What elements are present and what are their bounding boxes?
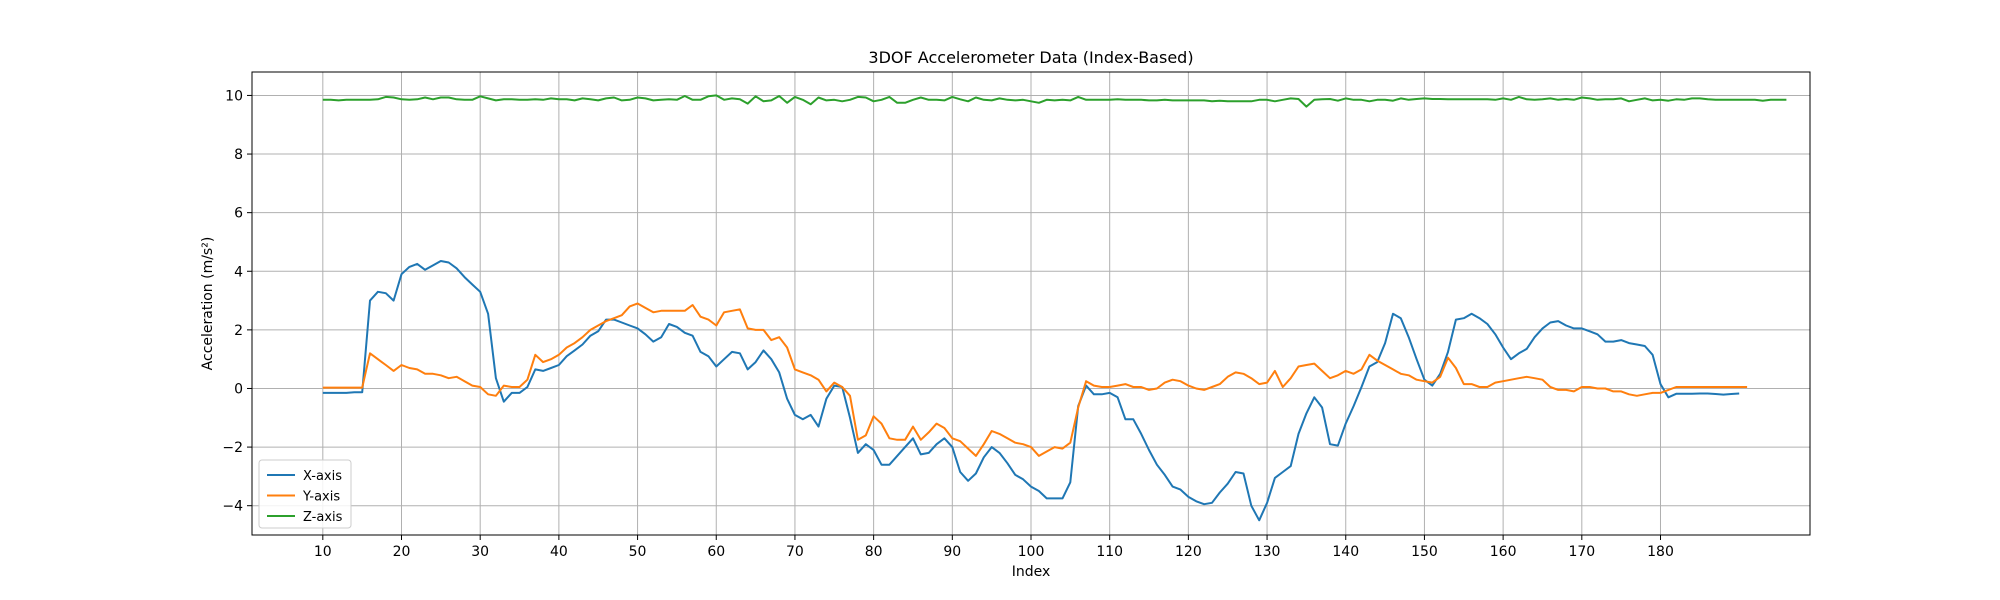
series-line-x-axis [322,260,1740,522]
x-tick-label: 120 [1175,544,1202,560]
x-tick-label: 20 [393,544,411,560]
legend: X-axis Y-axis Z-axis [258,459,352,529]
x-tick-label: 70 [786,544,804,560]
x-tick-label: 80 [865,544,883,560]
y-axis-label: Acceleration (m/s²) [200,237,216,371]
grid [252,72,1810,535]
legend-label: Z-axis [303,510,343,525]
y-tick-label: 8 [234,147,243,163]
series-lines [322,94,1787,522]
y-tick-label: 10 [225,88,243,104]
y-tick-label: 2 [234,323,243,339]
x-tick-label: 50 [629,544,647,560]
x-tick-label: 30 [471,544,489,560]
x-tick-label: 60 [707,544,725,560]
x-tick-label: 10 [314,544,332,560]
y-tick-label: −4 [222,499,243,515]
legend-label: X-axis [303,469,342,484]
x-tick-label: 140 [1332,544,1359,560]
x-tick-label: 110 [1096,544,1123,560]
y-tick-label: 6 [234,206,243,222]
x-tick-label: 160 [1490,544,1517,560]
legend-box [258,459,352,529]
y-tick-label: 0 [234,381,243,397]
x-tick-label: 150 [1411,544,1438,560]
x-tick-label: 180 [1647,544,1674,560]
x-tick-label: 130 [1254,544,1281,560]
legend-label: Y-axis [302,490,340,505]
x-tick-label: 170 [1568,544,1595,560]
axis-ticks: 10 20 30 40 50 60 70 80 90 100 110 120 130 140 150 160 1… [222,88,1674,560]
x-axis-label: Index [1012,564,1051,580]
y-tick-label: −2 [222,440,243,456]
chart-title: 3DOF Accelerometer Data (Index-Based) [868,48,1193,67]
series-line-z-axis [322,94,1787,108]
x-tick-label: 100 [1018,544,1045,560]
x-tick-label: 40 [550,544,568,560]
series-line-y-axis [322,302,1748,457]
x-tick-label: 90 [943,544,961,560]
y-tick-label: 4 [234,264,243,280]
